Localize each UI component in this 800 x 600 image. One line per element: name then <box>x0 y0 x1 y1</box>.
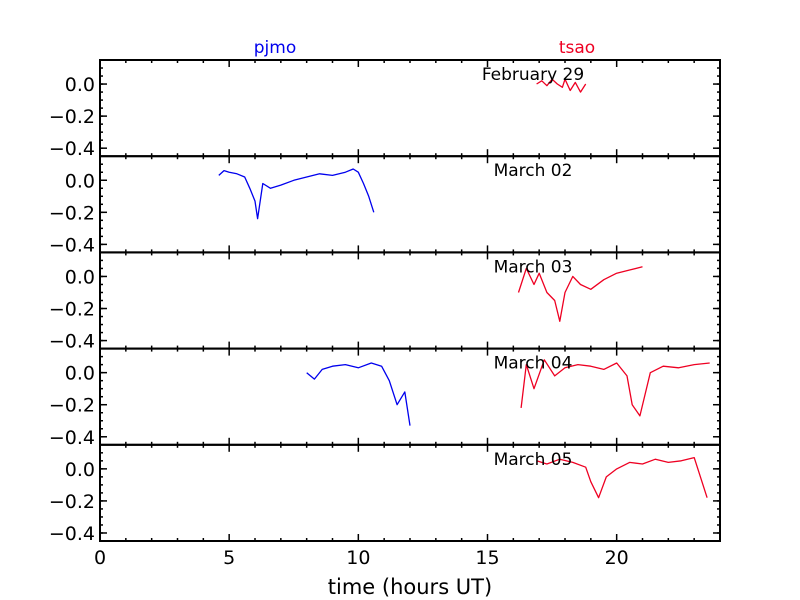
y-tick-label: −0.4 <box>49 427 95 449</box>
panels-layer: 0.0 −0.2 −0.4 February 29 0.0 −0.2 −0.4 March 0… <box>49 59 721 545</box>
panel-frame <box>99 59 721 158</box>
pjmo-trace <box>218 168 375 220</box>
y-tick-label: 0.0 <box>65 170 95 192</box>
legend: pjmo tsao <box>254 38 595 58</box>
panel-frame <box>99 347 721 446</box>
y-tick-label: −0.4 <box>49 138 95 160</box>
x-tick-label: 0 <box>94 547 106 569</box>
panel-2: 0.0 −0.2 −0.4 March 02 <box>49 155 721 256</box>
legend-pjmo: pjmo <box>254 38 296 58</box>
y-tick-label: −0.4 <box>49 234 95 256</box>
pjmo-trace <box>306 362 411 426</box>
tsao-trace <box>517 266 643 322</box>
y-tick-label: 0.0 <box>65 74 95 96</box>
x-tick-label: 5 <box>223 547 235 569</box>
panel-date-label: March 04 <box>494 354 573 374</box>
panel-4: 0.0 −0.2 −0.4 March 04 <box>49 347 721 449</box>
y-tick-label: −0.2 <box>49 299 95 321</box>
y-tick-label: −0.2 <box>49 491 95 513</box>
y-tick-label: 0.0 <box>65 266 95 288</box>
panel-date-label: March 05 <box>494 450 573 470</box>
panel-frame <box>99 443 721 542</box>
y-tick-label: −0.4 <box>49 523 95 545</box>
tsao-trace <box>536 456 708 499</box>
y-tick-label: −0.2 <box>49 202 95 224</box>
x-tick-label: 10 <box>346 547 370 569</box>
tsao-trace <box>520 359 710 417</box>
y-tick-label: 0.0 <box>65 363 95 385</box>
y-tick-label: −0.4 <box>49 331 95 353</box>
panel-frame <box>99 155 721 254</box>
y-tick-label: −0.2 <box>49 395 95 417</box>
legend-tsao: tsao <box>559 38 595 58</box>
tsao-trace <box>536 78 587 93</box>
x-axis-title: time (hours UT) <box>328 575 492 599</box>
panel-date-label: March 03 <box>494 257 573 277</box>
x-axis: 0 5 10 15 20 <box>94 547 629 569</box>
x-tick-label: 15 <box>475 547 499 569</box>
panel-3: 0.0 −0.2 −0.4 March 03 <box>49 251 721 353</box>
panel-1: 0.0 −0.2 −0.4 February 29 <box>49 59 721 160</box>
panel-date-label: March 02 <box>494 161 573 181</box>
y-tick-label: −0.2 <box>49 106 95 128</box>
y-tick-label: 0.0 <box>65 459 95 481</box>
x-tick-label: 20 <box>605 547 629 569</box>
panel-5: 0.0 −0.2 −0.4 March 05 <box>49 443 721 545</box>
panel-date-label: February 29 <box>482 65 584 85</box>
panel-frame <box>99 251 721 350</box>
